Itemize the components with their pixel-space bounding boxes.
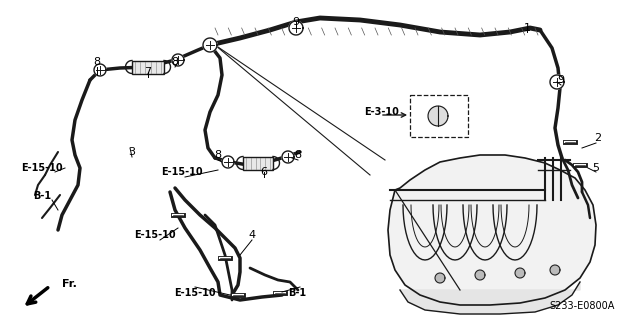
Polygon shape	[550, 265, 560, 275]
Text: 8: 8	[294, 150, 301, 160]
Text: 3: 3	[129, 147, 136, 157]
Text: 9: 9	[557, 75, 564, 85]
Text: E-15-10: E-15-10	[174, 288, 216, 298]
Bar	[243, 157, 273, 169]
Text: 6: 6	[260, 167, 268, 177]
Text: E-3-10: E-3-10	[365, 107, 399, 117]
Polygon shape	[282, 151, 294, 163]
Bar	[410, 95, 468, 137]
Polygon shape	[94, 64, 106, 76]
Text: 1: 1	[524, 23, 531, 33]
Polygon shape	[515, 268, 525, 278]
Text: B-1: B-1	[33, 191, 51, 201]
Text: B-1: B-1	[288, 288, 306, 298]
Text: S233-E0800A: S233-E0800A	[549, 301, 614, 311]
Text: 8: 8	[172, 57, 179, 67]
Text: 8: 8	[93, 57, 100, 67]
Text: Fr.: Fr.	[62, 279, 77, 289]
Text: 2: 2	[595, 133, 602, 143]
Text: E-15-10: E-15-10	[21, 163, 63, 173]
Text: E-15-10: E-15-10	[134, 230, 176, 240]
Polygon shape	[428, 106, 448, 126]
Text: 8: 8	[214, 150, 221, 160]
Text: 5: 5	[593, 163, 600, 173]
Polygon shape	[172, 54, 184, 66]
Polygon shape	[400, 282, 580, 314]
Polygon shape	[203, 38, 217, 52]
Polygon shape	[550, 75, 564, 89]
Text: E-15-10: E-15-10	[161, 167, 203, 177]
Polygon shape	[475, 270, 485, 280]
Polygon shape	[222, 156, 234, 168]
Bar	[132, 61, 164, 73]
Polygon shape	[388, 155, 596, 305]
Text: 4: 4	[248, 230, 255, 240]
Text: 7: 7	[145, 67, 152, 77]
Text: 9: 9	[292, 17, 300, 27]
Polygon shape	[435, 273, 445, 283]
Polygon shape	[289, 21, 303, 35]
